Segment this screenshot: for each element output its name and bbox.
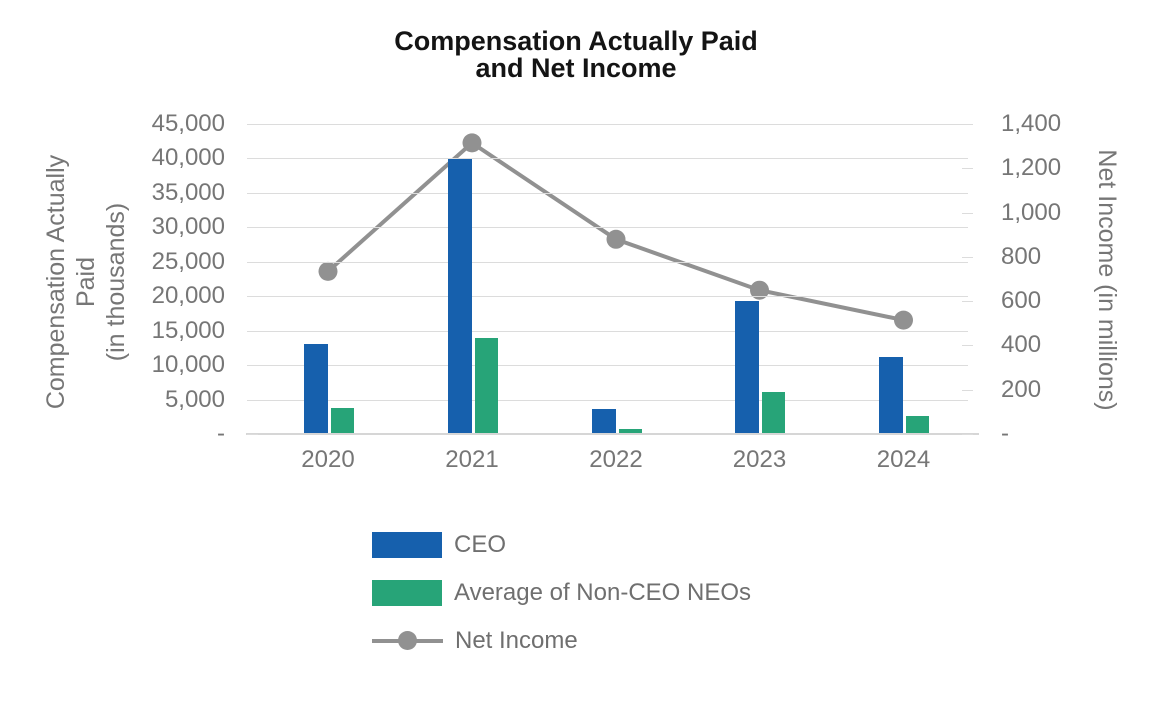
right-axis-tick-label: 800	[1001, 242, 1042, 270]
bar-average-of-non-ceo-neos-2023	[762, 392, 785, 433]
right-axis-tickmark	[962, 389, 973, 391]
legend-swatch-ceo	[372, 531, 442, 558]
left-axis-tick-label: -	[217, 420, 225, 447]
bar-ceo-2022	[591, 408, 616, 433]
right-axis-tick-label: 1,000	[1001, 198, 1062, 226]
bar-average-of-non-ceo-neos-2024	[906, 416, 929, 433]
x-axis-label: 2020	[301, 446, 355, 473]
right-axis-tick-label: 1,200	[1001, 154, 1062, 182]
right-axis-tickmark	[962, 345, 973, 347]
left-axis-tick-label: 40,000	[151, 144, 225, 172]
x-axis-label: 2022	[589, 446, 643, 473]
gridline	[257, 330, 968, 332]
net-income-marker-icon	[894, 310, 913, 330]
gridline	[257, 124, 968, 125]
left-axis-tickmark	[247, 296, 258, 298]
legend-line-sample	[372, 631, 443, 650]
left-axis-tick-label: 25,000	[151, 247, 225, 275]
legend-line-marker-icon	[398, 631, 417, 650]
gridline	[257, 261, 968, 263]
left-axis-tickmark	[247, 434, 258, 435]
net-income-marker-icon	[318, 261, 338, 281]
net-income-marker-icon	[750, 280, 769, 300]
right-axis-tickmark	[962, 434, 973, 435]
left-axis-tickmark	[247, 399, 258, 401]
left-axis-tickmark	[247, 365, 258, 367]
bar-ceo-2024	[879, 357, 903, 433]
right-axis-tick-label: 600	[1001, 287, 1042, 315]
left-axis-tick-label: 20,000	[151, 282, 225, 310]
legend-label-net-income: Net Income	[455, 626, 578, 654]
chart-title-line-2: and Net Income	[475, 53, 677, 83]
chart-title-line-1: Compensation Actually Paid	[394, 26, 758, 56]
gridline	[257, 158, 968, 160]
right-axis-tickmark	[962, 256, 973, 258]
gridline	[257, 192, 968, 194]
left-axis-tick-label: 5,000	[164, 385, 225, 413]
x-axis-label: 2021	[445, 446, 499, 473]
left-axis-tick-label: 45,000	[151, 110, 225, 137]
left-axis-tickmark	[247, 330, 258, 332]
legend-label-ceo: CEO	[454, 530, 507, 558]
left-axis-tickmark	[247, 227, 258, 229]
left-axis-title-line-1: Compensation Actually	[42, 154, 70, 410]
gridline	[257, 227, 968, 229]
right-axis-tickmark	[962, 124, 973, 125]
gridline	[257, 296, 968, 298]
plot-area	[246, 124, 979, 435]
net-income-marker-icon	[462, 133, 482, 153]
left-axis-tick-label: 15,000	[151, 316, 225, 344]
bar-average-of-non-ceo-neos-2020	[330, 408, 354, 433]
right-axis-tick-label: 1,400	[1001, 110, 1062, 137]
legend: CEO Average of Non-CEO NEOs Net Income	[372, 531, 751, 675]
bar-ceo-2021	[447, 158, 472, 433]
net-income-marker-icon	[606, 229, 626, 249]
left-axis-tick-label: 35,000	[151, 178, 225, 206]
bar-average-of-non-ceo-neos-2022	[618, 428, 642, 433]
right-axis-tick-label: 200	[1001, 375, 1042, 403]
right-axis-tickmark	[962, 212, 973, 214]
left-axis-tickmark	[247, 192, 258, 194]
x-axis-line	[246, 433, 979, 435]
bar-average-of-non-ceo-neos-2021	[474, 337, 498, 433]
bar-ceo-2020	[303, 344, 328, 433]
net-income-line-layer	[318, 133, 913, 330]
left-axis-tickmark	[247, 158, 258, 160]
chart-title: Compensation Actually Paid and Net Incom…	[0, 28, 1152, 82]
x-axis-label: 2023	[732, 446, 787, 473]
left-axis-tick-label: 30,000	[151, 213, 225, 241]
legend-label-non-ceo-neos: Average of Non-CEO NEOs	[454, 578, 752, 606]
left-axis-tickmark	[247, 124, 258, 125]
x-axis-label: 2024	[876, 446, 931, 473]
bar-ceo-2023	[735, 300, 759, 433]
gridline	[257, 365, 968, 367]
left-axis-tickmark	[247, 261, 258, 263]
legend-item-ceo: CEO	[372, 531, 751, 558]
right-axis-tick-label: 400	[1001, 331, 1042, 359]
legend-item-net-income: Net Income	[372, 627, 751, 654]
left-axis-tick-label: 10,000	[151, 351, 225, 379]
legend-item-non-ceo-neos: Average of Non-CEO NEOs	[372, 579, 751, 606]
gridline	[257, 399, 968, 401]
legend-swatch-non-ceo-neos	[372, 579, 442, 606]
right-axis-tick-label: -	[1001, 420, 1009, 447]
right-axis-tickmark	[962, 301, 973, 303]
right-axis-tickmark	[962, 168, 973, 170]
